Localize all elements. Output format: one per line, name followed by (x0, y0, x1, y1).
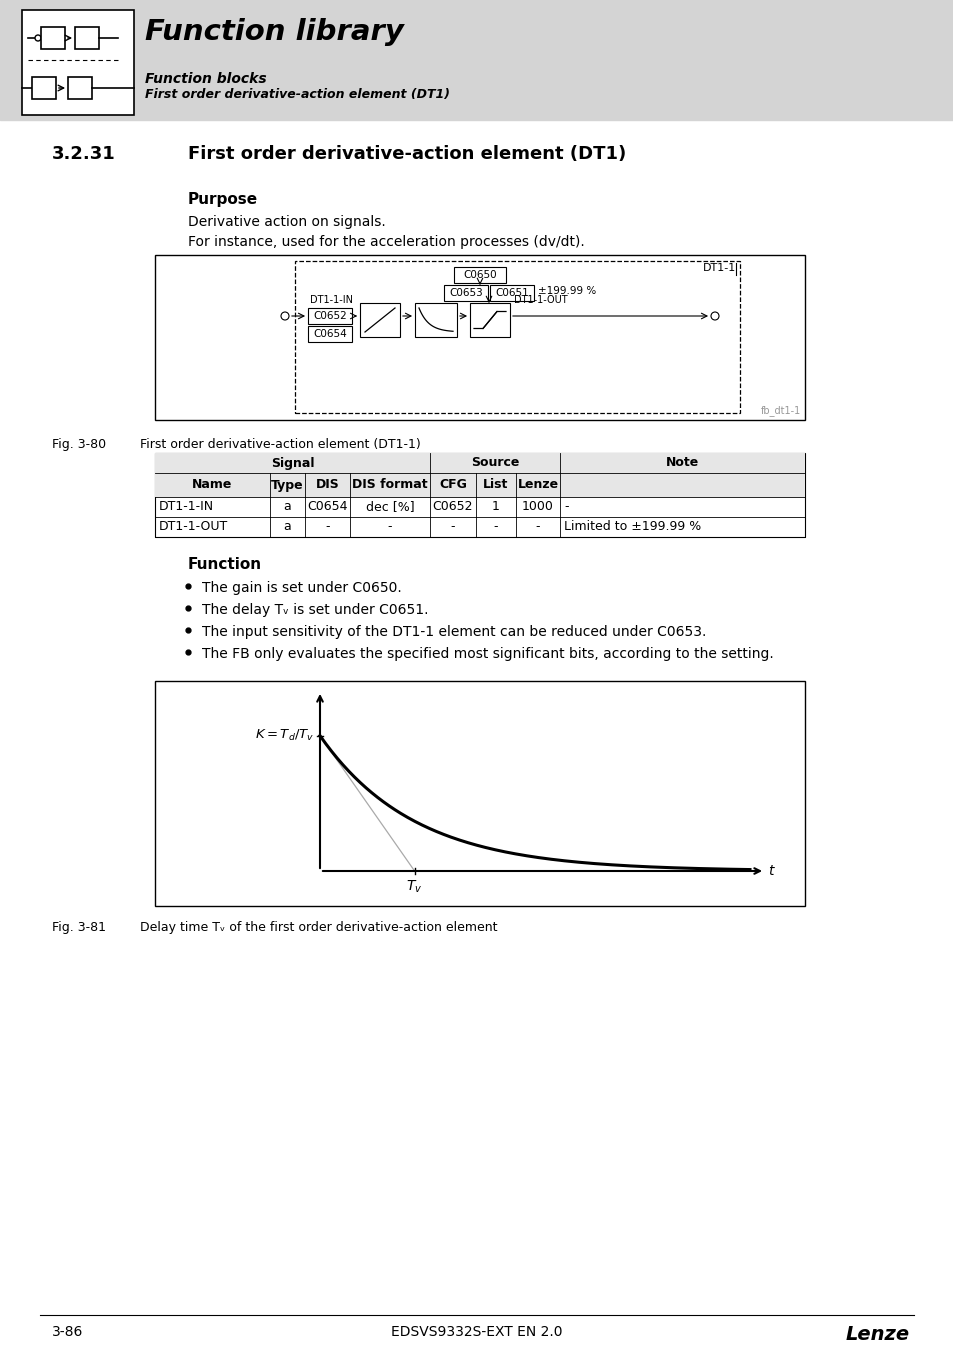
Text: -: - (563, 501, 568, 513)
Text: dec [%]: dec [%] (365, 501, 414, 513)
Text: -: - (325, 521, 330, 533)
Text: The delay Tᵥ is set under C0651.: The delay Tᵥ is set under C0651. (202, 603, 428, 617)
Text: a: a (283, 501, 291, 513)
Bar (154, 454, 804, 472)
Bar (154, 255, 804, 420)
Text: 1000: 1000 (521, 501, 554, 513)
Text: DT1-1-OUT: DT1-1-OUT (514, 296, 567, 305)
Bar (22, 9, 133, 115)
Text: First order derivative-action element (DT1-1): First order derivative-action element (D… (140, 437, 420, 451)
Text: Function: Function (188, 558, 262, 572)
Text: ±199.99 %: ±199.99 % (537, 286, 596, 296)
Text: DT1-1-OUT: DT1-1-OUT (159, 521, 228, 533)
Text: C0652: C0652 (433, 501, 473, 513)
Bar (308, 308, 352, 324)
Text: Derivative action on signals.: Derivative action on signals. (188, 215, 385, 230)
Text: First order derivative-action element (DT1): First order derivative-action element (D… (145, 88, 450, 101)
Text: C0654: C0654 (307, 501, 348, 513)
Text: C0651: C0651 (495, 288, 528, 298)
Text: For instance, used for the acceleration processes (dv/dt).: For instance, used for the acceleration … (188, 235, 584, 248)
Bar (359, 302, 399, 338)
Text: First order derivative-action element (DT1): First order derivative-action element (D… (188, 144, 625, 163)
Bar (415, 302, 456, 338)
Text: 3.2.31: 3.2.31 (52, 144, 115, 163)
Text: The FB only evaluates the specified most significant bits, according to the sett: The FB only evaluates the specified most… (202, 647, 773, 662)
Text: fb_dt1-1: fb_dt1-1 (760, 405, 801, 416)
Bar (68, 77, 91, 99)
Text: 1: 1 (492, 501, 499, 513)
Text: EDSVS9332S-EXT EN 2.0: EDSVS9332S-EXT EN 2.0 (391, 1324, 562, 1339)
Text: DT1-1-IN: DT1-1-IN (310, 296, 353, 305)
Circle shape (710, 312, 719, 320)
Text: Fig. 3-81: Fig. 3-81 (52, 921, 106, 934)
Bar (154, 454, 804, 537)
Bar (0, 0, 953, 120)
Bar (294, 261, 740, 413)
Text: -: - (536, 521, 539, 533)
Circle shape (35, 35, 41, 40)
Text: Function library: Function library (145, 18, 403, 46)
Bar (32, 77, 56, 99)
Text: DIS format: DIS format (352, 478, 427, 491)
Text: CFG: CFG (438, 478, 466, 491)
Text: Delay time Tᵥ of the first order derivative-action element: Delay time Tᵥ of the first order derivat… (140, 921, 497, 934)
Bar (490, 285, 534, 301)
Text: The gain is set under C0650.: The gain is set under C0650. (202, 580, 401, 595)
Text: Name: Name (193, 478, 233, 491)
Text: Limited to ±199.99 %: Limited to ±199.99 % (563, 521, 700, 533)
Text: Lenze: Lenze (517, 478, 558, 491)
Text: C0650: C0650 (463, 270, 497, 279)
Bar (470, 302, 510, 338)
Text: C0652: C0652 (313, 310, 347, 321)
Bar (75, 27, 99, 49)
Text: Source: Source (471, 456, 518, 470)
Text: DT1-1: DT1-1 (702, 263, 735, 273)
Text: The input sensitivity of the DT1-1 element can be reduced under C0653.: The input sensitivity of the DT1-1 eleme… (202, 625, 705, 639)
Text: Type: Type (271, 478, 303, 491)
Text: Lenze: Lenze (845, 1324, 909, 1345)
Text: DT1-1-IN: DT1-1-IN (159, 501, 213, 513)
Text: Purpose: Purpose (188, 192, 258, 207)
Text: -: - (450, 521, 455, 533)
Text: $t$: $t$ (767, 864, 775, 878)
Bar (41, 27, 65, 49)
Text: Fig. 3-80: Fig. 3-80 (52, 437, 106, 451)
Text: Signal: Signal (271, 456, 314, 470)
Text: C0654: C0654 (313, 329, 347, 339)
Text: 3-86: 3-86 (52, 1324, 83, 1339)
Bar (308, 325, 352, 342)
Bar (443, 285, 488, 301)
Text: $T_v$: $T_v$ (406, 879, 422, 895)
Bar (154, 472, 804, 497)
Text: List: List (483, 478, 508, 491)
Text: Note: Note (665, 456, 699, 470)
Text: a: a (283, 521, 291, 533)
Text: $K=T_d/T_v$: $K=T_d/T_v$ (254, 728, 314, 744)
Bar (454, 267, 505, 284)
Bar (154, 680, 804, 906)
Text: Function blocks: Function blocks (145, 72, 266, 86)
Text: -: - (387, 521, 392, 533)
Circle shape (281, 312, 289, 320)
Text: DIS: DIS (315, 478, 339, 491)
Text: C0653: C0653 (449, 288, 482, 298)
Text: -: - (494, 521, 497, 533)
